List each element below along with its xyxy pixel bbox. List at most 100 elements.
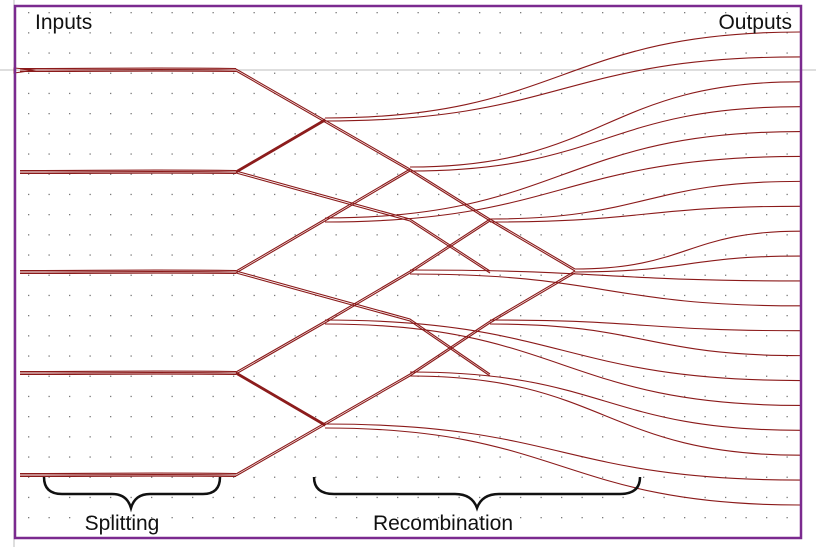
grid-dot bbox=[335, 254, 337, 256]
grid-dot bbox=[253, 113, 255, 115]
grid-dot bbox=[479, 375, 481, 377]
grid-dot bbox=[253, 375, 255, 377]
grid-dot bbox=[335, 12, 337, 14]
grid-dot bbox=[602, 153, 604, 155]
grid-dot bbox=[335, 496, 337, 499]
grid-dot bbox=[28, 517, 30, 519]
splitter-waveguide bbox=[235, 170, 411, 274]
grid-dot bbox=[561, 456, 563, 458]
grid-dot bbox=[376, 476, 378, 478]
grid-dot bbox=[315, 456, 317, 458]
grid-dot bbox=[376, 456, 378, 458]
grid-dot bbox=[561, 133, 563, 135]
grid-dot bbox=[69, 32, 71, 34]
grid-dot bbox=[110, 355, 112, 357]
grid-dot bbox=[233, 133, 235, 135]
grid-dot bbox=[376, 335, 378, 337]
grid-dot bbox=[663, 153, 665, 155]
grid-dot bbox=[684, 335, 686, 337]
grid-dot bbox=[725, 113, 727, 115]
grid-dot bbox=[540, 355, 542, 357]
grid-dot bbox=[397, 436, 399, 438]
grid-dot bbox=[417, 32, 419, 34]
grid-dot bbox=[315, 496, 317, 499]
grid-dot bbox=[376, 234, 378, 236]
grid-dot bbox=[643, 133, 645, 135]
grid-dot bbox=[233, 173, 235, 175]
grid-dot bbox=[192, 32, 194, 34]
grid-dot bbox=[274, 496, 276, 499]
grid-dot bbox=[766, 52, 768, 54]
grid-dot bbox=[69, 335, 71, 337]
grid-dot bbox=[69, 193, 71, 196]
grid-dot bbox=[130, 476, 132, 478]
grid-dot bbox=[397, 517, 399, 519]
grid-dot bbox=[274, 436, 276, 438]
grid-dot bbox=[294, 234, 296, 236]
grid-dot bbox=[315, 92, 317, 95]
grid-dot bbox=[294, 12, 296, 14]
grid-dot bbox=[48, 496, 50, 499]
grid-dot bbox=[438, 193, 440, 196]
grid-dot bbox=[253, 517, 255, 519]
grid-dot bbox=[725, 496, 727, 499]
splitter-waveguide bbox=[235, 272, 576, 477]
grid-dot bbox=[376, 12, 378, 14]
grid-dot bbox=[581, 416, 583, 418]
grid-dot bbox=[192, 133, 194, 135]
grid-dot bbox=[28, 294, 30, 297]
grid-dot bbox=[335, 517, 337, 519]
grid-dot bbox=[725, 315, 727, 317]
grid-dot bbox=[479, 72, 481, 74]
grid-dot bbox=[622, 214, 624, 216]
grid-dot bbox=[315, 214, 317, 216]
grid-dot bbox=[335, 294, 337, 297]
grid-dot bbox=[663, 113, 665, 115]
grid-dot bbox=[786, 12, 788, 14]
grid-dot bbox=[520, 315, 522, 317]
grid-dot bbox=[28, 133, 30, 135]
grid-dot bbox=[171, 395, 173, 398]
grid-dot bbox=[253, 355, 255, 357]
grid-dot bbox=[376, 416, 378, 418]
grid-dot bbox=[212, 456, 214, 458]
grid-dot bbox=[622, 32, 624, 34]
output-waveguide bbox=[409, 273, 801, 307]
grid-dot bbox=[274, 335, 276, 337]
grid-dot bbox=[335, 234, 337, 236]
grid-dot bbox=[704, 32, 706, 34]
grid-dot bbox=[622, 294, 624, 297]
grid-dot bbox=[151, 517, 153, 519]
grid-dot bbox=[294, 436, 296, 438]
grid-dot bbox=[684, 193, 686, 196]
grid-dot bbox=[171, 193, 173, 196]
grid-dot bbox=[581, 496, 583, 499]
grid-dot bbox=[28, 52, 30, 54]
grid-dot bbox=[499, 12, 501, 14]
grid-dot bbox=[684, 72, 686, 74]
grid-dot bbox=[725, 476, 727, 478]
grid-dot bbox=[745, 193, 747, 196]
grid-dot bbox=[171, 355, 173, 357]
grid-dot bbox=[151, 456, 153, 458]
grid-dot bbox=[335, 32, 337, 34]
grid-dot bbox=[479, 92, 481, 95]
grid-dot bbox=[786, 173, 788, 175]
grid-dot bbox=[458, 173, 460, 175]
grid-dot bbox=[458, 72, 460, 74]
grid-dot bbox=[315, 52, 317, 54]
grid-dot bbox=[274, 476, 276, 478]
grid-dot bbox=[458, 416, 460, 418]
grid-dot bbox=[356, 335, 358, 337]
grid-dot bbox=[704, 355, 706, 357]
grid-dot bbox=[376, 395, 378, 398]
grid-dot bbox=[89, 375, 91, 377]
grid-dot bbox=[48, 476, 50, 478]
grid-dot bbox=[602, 214, 604, 216]
output-waveguide bbox=[574, 255, 801, 273]
grid-dot bbox=[356, 113, 358, 115]
grid-dot bbox=[725, 416, 727, 418]
grid-dot bbox=[725, 193, 727, 196]
grid-dot bbox=[602, 476, 604, 478]
grid-dot bbox=[192, 113, 194, 115]
